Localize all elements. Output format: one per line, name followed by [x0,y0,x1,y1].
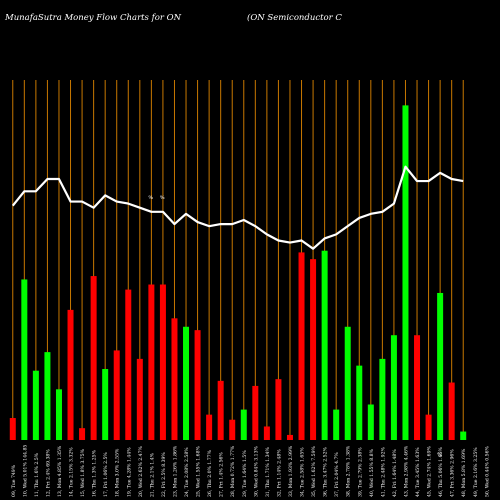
flow-bar [79,428,86,440]
x-tick-label: 35, Wed 1.62% 7.59% [311,445,317,497]
flow-bar [344,326,351,440]
x-tick-label: 23, Mon 1.26% 1.86% [172,445,178,497]
x-tick-label: 27, Fri 1.4% 2.56% [219,452,225,497]
flow-bar [379,358,386,440]
flow-bar [148,284,155,440]
flow-bar [67,309,74,440]
annotation-label: % [437,452,442,458]
money-flow-line [11,165,464,250]
flow-bar [44,352,51,440]
flow-bar [286,434,293,440]
flow-bar [437,292,444,440]
x-tick-label: 26, Thu 2.0% 1.77% [207,449,213,497]
flow-bar [206,414,213,440]
x-tick-label: 41, Thu 2.48% 1.92% [380,447,386,497]
x-tick-label: 48, Mon 5.8% 1.69% [461,448,467,497]
x-tick-label: 09, Tue 749% [11,464,17,497]
x-tick-label: 16, Thu 1.3% 1.25% [92,449,98,497]
x-tick-label: 40, Wed 1.55% 8.8% [369,448,375,497]
flow-bar [321,250,328,440]
x-tick-label: 47, Fri 3.36% 2.96% [450,449,456,497]
x-tick-label: 49, Tue 2.16% 3.25% [473,447,479,497]
x-tick-label: 25, Wed 1.55% 1.68% [196,445,202,497]
annotation-label: % [160,195,165,201]
flow-bar [217,380,224,440]
x-tick-label: 46, Thu 5.06% 1.65% [438,447,444,497]
x-tick-label: 45, Wed 2.74% 1.69% [427,445,433,497]
x-tick-label: 32, Fri 1.14% 2.48% [276,449,282,497]
flow-bar [460,431,467,440]
flow-bar [402,105,409,440]
flow-bar [113,350,120,440]
x-tick-label: 50, Wed 0.44% 0.56% [484,445,490,497]
x-tick-label: 43, Mon 2.98% 4.46% [403,445,409,497]
x-tick-label: 21, Thu 2.1% 1.4% [149,452,155,497]
x-tick-label: 20, Wed 2.62% 2.47% [138,445,144,497]
x-tick-label: 30, Wed 0.84% 3.13% [253,445,259,497]
flow-bar [414,335,421,440]
x-tick-label: 36, Thu 3.47% 2.52% [323,447,329,497]
x-tick-label: 28, Mon 0.72% 1.77% [230,445,236,497]
flow-bar [159,284,166,440]
x-tick-label: 44, Tue 3.45% 1.63% [415,447,421,497]
chart-title: MunafaSutra Money Flow Charts for ON [5,13,182,23]
flow-bar [298,252,305,440]
flow-bar [263,426,270,440]
flow-bar [90,276,97,440]
x-tick-label: 12, Fri 2.4% 69.38% [45,449,51,497]
flow-bar [32,370,39,440]
x-tick-label: 33, Mon 1.93% 2.99% [288,445,294,497]
annotation-label: % [148,195,153,201]
flow-bar [240,409,247,440]
x-tick-label: 34, Tue 2.58% 1.65% [300,447,306,497]
flow-bar [367,404,374,440]
flow-bar [21,279,28,440]
x-tick-label: 29, Tue 1.64% 1.5% [242,450,248,497]
flow-bar [448,382,455,440]
flow-bar [55,389,62,440]
x-tick-label: 19, Tue 4.28% 1.44% [126,447,132,497]
x-tick-label: 14, Tue 2.15% 3.32% [69,447,75,497]
flow-bar [229,419,236,440]
flow-bar [310,259,317,440]
flow-bar [102,369,109,440]
x-tick-label: 38, Mon 2.78% 1.38% [346,445,352,497]
flow-bar [9,418,16,440]
x-tick-label: 13, Mon 4.85% 1.35% [57,445,63,497]
x-tick-label: 22, Fri 2.5% 8.39% [161,452,167,497]
flow-bar [136,358,143,440]
x-tick-label: 15, Wed 1.8% 3.75% [80,448,86,497]
x-tick-label: 24, Tue 2.08% 2.58% [184,447,190,497]
flow-bar [252,385,259,440]
flow-bar [333,409,340,440]
x-tick-label: 42, Fri 1.64% 1.48% [392,449,398,497]
flow-bar [171,318,178,440]
x-tick-label: 37, Fri 2.04% 4.7% [334,452,340,497]
x-tick-label: 39, Tue 2.79% 2.38% [357,447,363,497]
x-tick-label: 18, Mon 3.0% 2.55% [115,448,121,497]
flow-bar [390,335,397,440]
x-tick-label: 11, Thu 1.6% 2.5% [34,452,40,497]
flow-bar [183,326,190,440]
flow-bar [275,379,282,440]
flow-bar [356,365,363,440]
flow-bar [425,414,432,440]
flow-bar [194,330,201,440]
chart-subtitle: (ON Semiconductor C [247,13,342,23]
x-tick-label: 10, Wed 5.01% 144.85 [22,445,28,497]
x-tick-label: 17, Fri 1.06% 2.5% [103,452,109,497]
flow-bar [125,289,132,440]
x-tick-label: 31, Thu 1.71% 1.34% [265,447,271,497]
